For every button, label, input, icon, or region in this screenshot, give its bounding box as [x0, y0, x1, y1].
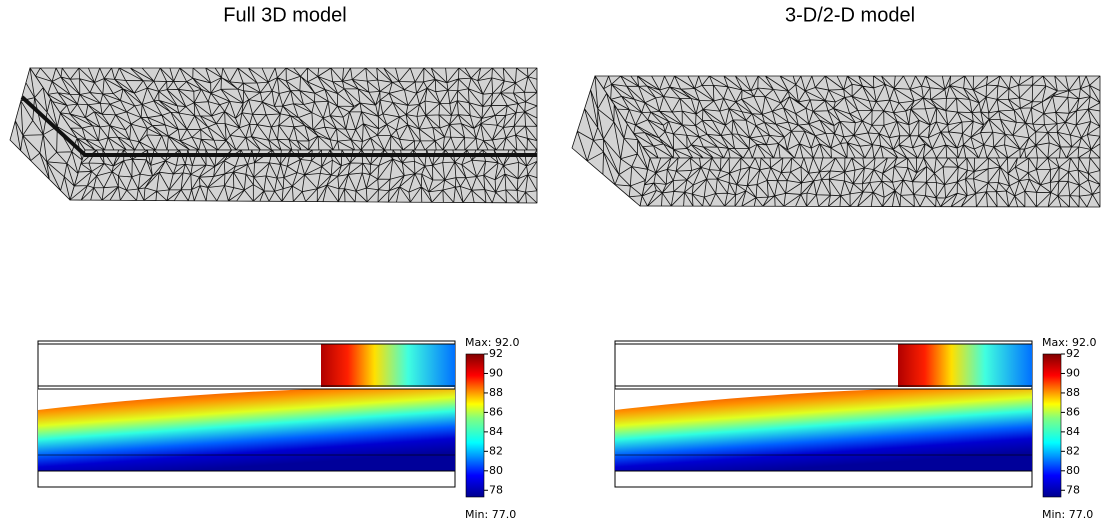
hot-block [898, 344, 1032, 387]
colorbar-tick-label: 92 [1066, 347, 1080, 360]
colorbar-min: Min: 77.0 [1042, 508, 1093, 521]
colorbar-tick-label: 84 [489, 425, 503, 438]
colorbar-tick-label: 78 [489, 483, 503, 496]
colorbar-tick-label: 92 [489, 347, 503, 360]
mesh-view [571, 75, 1101, 208]
colorbar-tick-label: 86 [489, 405, 503, 418]
colorbar-tick-label: 90 [1066, 366, 1080, 379]
colorbar-max: Max: 92.0 [1042, 336, 1096, 349]
mesh-edge [20, 95, 537, 157]
colorbar-tick-label: 90 [489, 366, 503, 379]
colorbar-tick-label: 84 [1066, 425, 1080, 438]
colorbar-tick-label: 78 [1066, 483, 1080, 496]
colorbar-tick-label: 82 [489, 444, 503, 457]
mesh-face [594, 75, 1101, 159]
mesh-view [9, 67, 538, 204]
mesh-face [29, 67, 538, 151]
panel-title: Full 3D model [223, 4, 346, 26]
temperature-plot [614, 340, 1033, 488]
panel-title: 3-D/2-D model [785, 4, 915, 26]
colorbar-tick-label: 80 [1066, 464, 1080, 477]
mesh-face [639, 157, 1101, 208]
colorbar-tick-label: 88 [1066, 386, 1080, 399]
colorbar-tick-label: 88 [489, 386, 503, 399]
colorbar [465, 353, 485, 498]
unheated-zone [38, 389, 318, 410]
temperature-plot [37, 340, 456, 488]
colorbar-tick-label: 82 [1066, 444, 1080, 457]
mesh-face [69, 149, 538, 204]
colorbar-min: Min: 77.0 [465, 508, 516, 521]
colorbar-tick-label: 80 [489, 464, 503, 477]
colorbar [1042, 353, 1062, 498]
unheated-zone [615, 389, 895, 410]
colorbar-max: Max: 92.0 [465, 336, 519, 349]
mesh-face [571, 75, 651, 207]
hot-block [321, 344, 455, 387]
colorbar-tick-label: 86 [1066, 405, 1080, 418]
